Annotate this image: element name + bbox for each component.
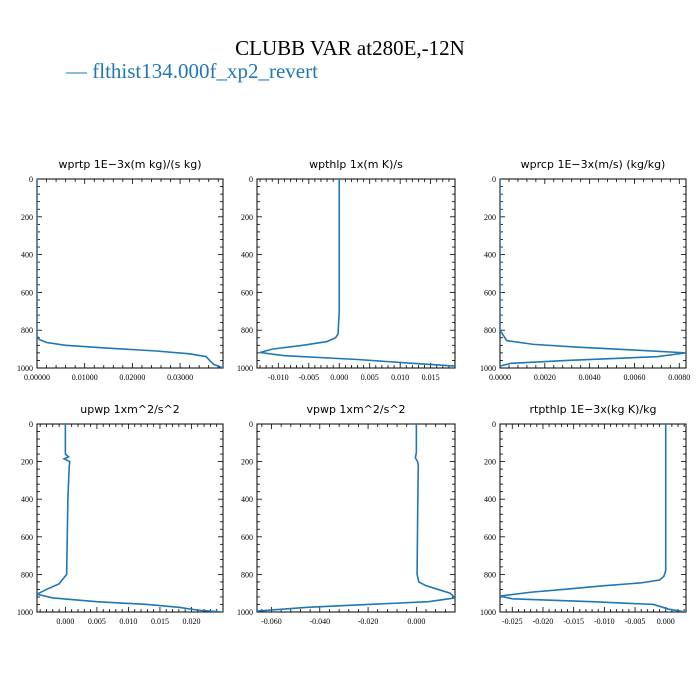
x-tick-label: -0.005 xyxy=(298,373,319,382)
y-tick-label: 800 xyxy=(241,570,253,579)
y-tick-label: 400 xyxy=(484,251,496,260)
x-tick-label: 0.010 xyxy=(119,617,137,626)
y-tick-label: 1000 xyxy=(17,364,33,373)
y-tick-label: 800 xyxy=(241,326,253,335)
panel-title: rtpthlp 1E−3x(kg K)/kg xyxy=(529,403,656,416)
x-tick-label: 0.0020 xyxy=(534,373,556,382)
panel-title: vpwp 1xm^2/s^2 xyxy=(306,403,405,416)
y-tick-label: 400 xyxy=(241,251,253,260)
plot-frame xyxy=(499,423,687,613)
y-tick-label: 800 xyxy=(21,570,33,579)
panel-title: wpthlp 1x(m K)/s xyxy=(309,158,403,171)
y-tick-label: 600 xyxy=(241,288,253,297)
y-tick-label: 200 xyxy=(241,458,253,467)
x-tick-label: 0.0060 xyxy=(623,373,645,382)
x-tick-label: 0.000 xyxy=(330,373,348,382)
plot-frame xyxy=(256,178,456,369)
panel-title: upwp 1xm^2/s^2 xyxy=(80,403,180,416)
x-tick-label: 0.020 xyxy=(182,617,200,626)
panel-2: wpthlp 1x(m K)/s 0 200 400 600 800 1000 -0.010-… xyxy=(237,158,456,382)
plot-frame xyxy=(36,423,224,613)
panel-5: vpwp 1xm^2/s^2 0 200 400 600 800 1000 -0.060 -0.… xyxy=(237,403,456,626)
x-tick-label: -0.025 xyxy=(502,617,523,626)
y-tick-label: 600 xyxy=(484,288,496,297)
x-tick-label: 0.0080 xyxy=(668,373,690,382)
y-tick-label: 1000 xyxy=(480,608,496,617)
x-tick-label: 0.000 xyxy=(407,617,425,626)
y-tick-label: 400 xyxy=(21,251,33,260)
series-line xyxy=(500,424,686,612)
x-tick-label: 0.015 xyxy=(151,617,169,626)
y-tick-label: 1000 xyxy=(237,364,253,373)
panel-title: wprtp 1E−3x(m kg)/(s kg) xyxy=(59,158,202,171)
legend-entry: — flthist134.000f_xp2_revert xyxy=(66,59,318,84)
x-tick-label: 0.01000 xyxy=(72,373,98,382)
legend-line-marker: — xyxy=(66,59,87,83)
x-tick-label: 0.03000 xyxy=(167,373,193,382)
series-line xyxy=(37,424,223,612)
x-tick-label: -0.060 xyxy=(261,617,282,626)
y-tick-label: 600 xyxy=(21,288,33,297)
y-tick-label: 200 xyxy=(484,213,496,222)
y-tick-label: 0 xyxy=(29,420,33,429)
series-line xyxy=(259,179,455,367)
series-line xyxy=(500,179,686,367)
panel-3: wprcp 1E−3x(m/s) (kg/kg) 0 200 400 600 800 100… xyxy=(480,158,690,382)
panel-6: rtpthlp 1E−3x(kg K)/kg02004006008001000-… xyxy=(480,403,687,626)
x-tick-label: -0.020 xyxy=(533,617,554,626)
x-tick-label: -0.020 xyxy=(358,617,379,626)
x-tick-label: -0.005 xyxy=(625,617,646,626)
y-tick-label: 800 xyxy=(21,326,33,335)
x-tick-label: -0.040 xyxy=(309,617,330,626)
y-tick-label: 200 xyxy=(484,458,496,467)
x-tick-label: -0.010 xyxy=(268,373,289,382)
panel-4: upwp 1xm^2/s^2 0 200 400 600 800 1000 0.000 0.00… xyxy=(17,403,224,626)
plot-frame xyxy=(256,423,456,613)
x-tick-label: 0.000 xyxy=(56,617,74,626)
y-tick-label: 200 xyxy=(241,213,253,222)
legend-label: flthist134.000f_xp2_revert xyxy=(92,59,318,83)
panel-1: wprtp 1E−3x(m kg)/(s kg) 0 200 400 600 800 100… xyxy=(17,158,224,382)
y-tick-label: 1000 xyxy=(480,364,496,373)
y-tick-label: 0 xyxy=(492,175,496,184)
y-tick-label: 800 xyxy=(484,326,496,335)
x-tick-label: 0.005 xyxy=(361,373,379,382)
x-tick-label: 0.015 xyxy=(422,373,440,382)
x-tick-label: -0.015 xyxy=(563,617,584,626)
series-line xyxy=(37,179,223,368)
x-tick-label: 0.02000 xyxy=(119,373,145,382)
y-tick-label: 600 xyxy=(484,533,496,542)
x-tick-label: 0.0040 xyxy=(579,373,601,382)
y-tick-label: 600 xyxy=(241,533,253,542)
y-tick-label: 0 xyxy=(29,175,33,184)
y-tick-label: 1000 xyxy=(237,608,253,617)
y-tick-label: 800 xyxy=(484,570,496,579)
y-tick-label: 1000 xyxy=(17,608,33,617)
panel-title: wprcp 1E−3x(m/s) (kg/kg) xyxy=(521,158,666,171)
y-tick-label: 400 xyxy=(241,495,253,504)
x-tick-label: 0.005 xyxy=(88,617,106,626)
y-tick-label: 200 xyxy=(21,458,33,467)
plot-frame xyxy=(499,178,687,369)
y-tick-label: 0 xyxy=(249,175,253,184)
series-line xyxy=(257,424,455,612)
x-tick-label: -0.010 xyxy=(594,617,615,626)
plot-frame xyxy=(36,178,224,369)
y-tick-label: 200 xyxy=(21,213,33,222)
chart-title: CLUBB VAR at280E,-12N xyxy=(235,36,465,60)
x-tick-label: 0.000 xyxy=(657,617,675,626)
y-tick-label: 0 xyxy=(492,420,496,429)
x-tick-label: 0.00000 xyxy=(24,373,50,382)
y-tick-label: 400 xyxy=(484,495,496,504)
x-tick-label: 0.010 xyxy=(391,373,409,382)
x-tick-label: 0.0000 xyxy=(489,373,511,382)
y-tick-label: 0 xyxy=(249,420,253,429)
y-tick-label: 400 xyxy=(21,495,33,504)
y-tick-label: 600 xyxy=(21,533,33,542)
